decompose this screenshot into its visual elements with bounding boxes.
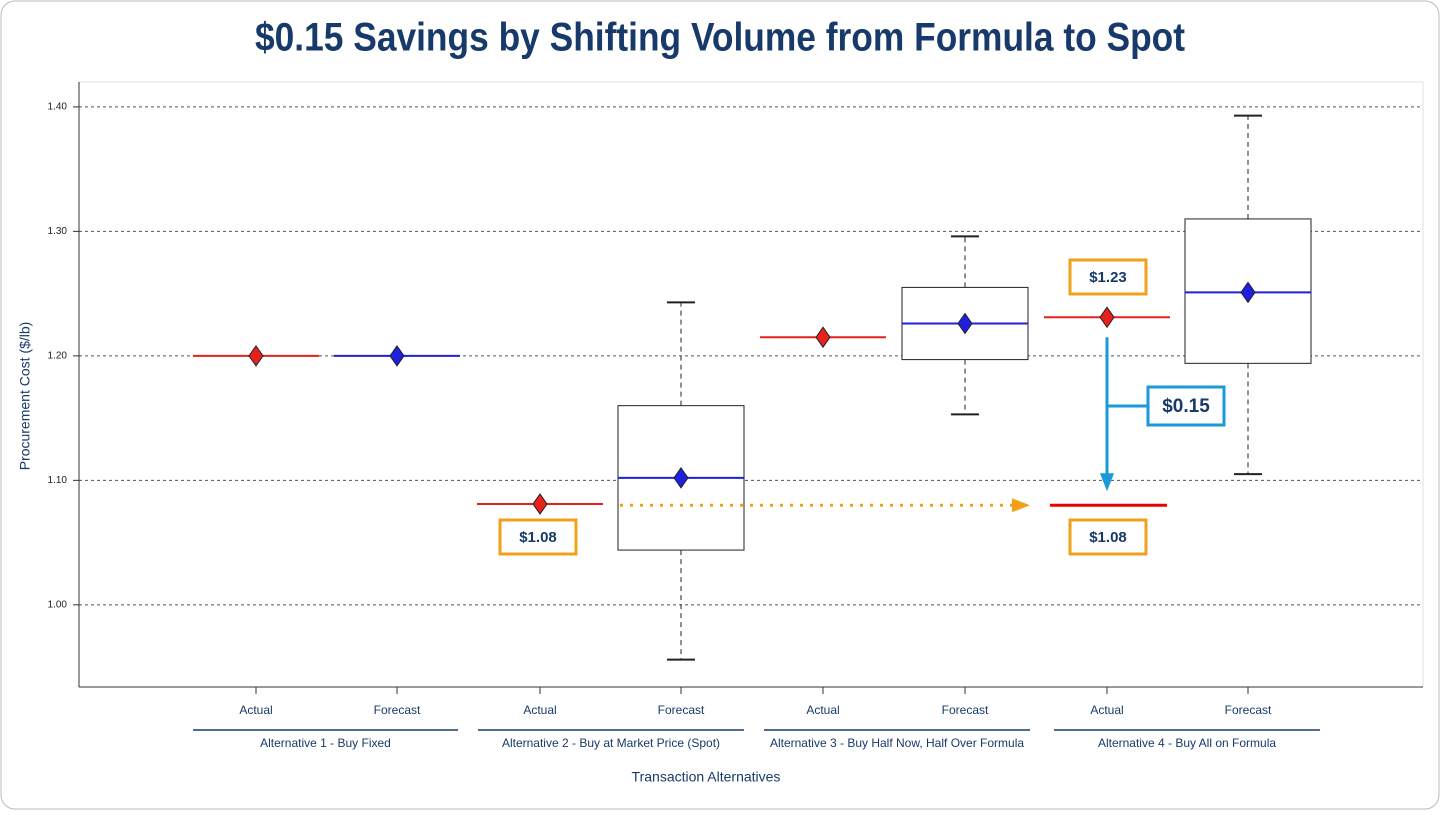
callout-label: $1.08 [519,529,557,546]
mean-marker [248,344,264,367]
x-tick-label: Forecast [374,703,421,717]
callout-label: $1.23 [1089,269,1127,286]
y-axis-label: Procurement Cost ($/lb) [17,322,33,471]
x-tick-label: Actual [806,703,839,717]
x-tick-label: Forecast [658,703,705,717]
y-tick-label: 1.40 [48,102,68,113]
group-label: Alternative 2 - Buy at Market Price (Spo… [502,736,720,750]
x-tick-label: Forecast [1225,703,1272,717]
mean-marker [1099,306,1115,329]
mean-marker [532,493,548,515]
x-tick-label: Actual [239,703,272,717]
y-tick-label: 1.10 [48,475,68,486]
callout-box [1068,258,1148,296]
callout-box [1146,385,1226,427]
x-tick-label: Actual [523,703,556,717]
group-label: Alternative 3 - Buy Half Now, Half Over … [770,736,1024,750]
arrow-head [1012,498,1030,513]
callout-label: $1.08 [1089,529,1127,546]
mean-marker [673,466,689,489]
mean-marker [957,312,973,335]
x-tick-label: Forecast [942,703,989,717]
callout-box [1068,518,1148,556]
y-tick-label: 1.00 [48,599,68,610]
group-label: Alternative 1 - Buy Fixed [260,736,391,750]
y-tick-label: 1.20 [48,351,68,362]
arrow-head [1100,473,1114,492]
callout-box [498,518,578,556]
mean-marker [389,344,405,367]
mean-marker [815,326,831,349]
x-tick-label: Actual [1090,703,1123,717]
group-label: Alternative 4 - Buy All on Formula [1098,736,1276,750]
x-axis-label: Transaction Alternatives [632,769,781,785]
y-tick-label: 1.30 [48,226,68,237]
chart-title: $0.15 Savings by Shifting Volume from Fo… [255,16,1185,60]
callout-label: $0.15 [1162,396,1210,417]
mean-marker [1240,281,1256,304]
